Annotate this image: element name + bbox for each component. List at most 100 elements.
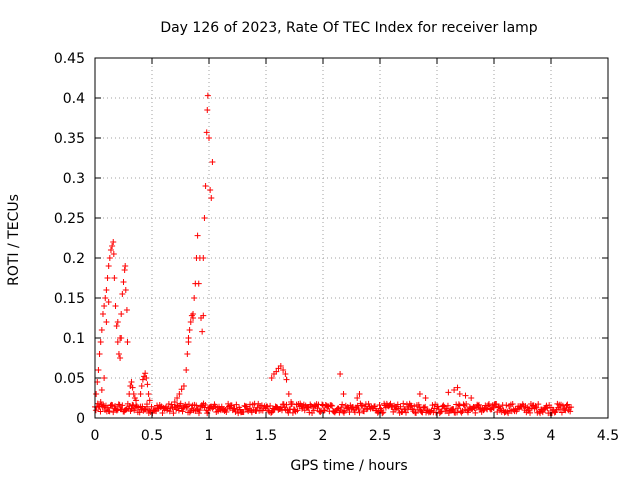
- data-point: [202, 401, 209, 408]
- data-point: [567, 408, 574, 415]
- data-point: [533, 404, 540, 411]
- chart-title: Day 126 of 2023, Rate Of TEC Index for r…: [160, 20, 537, 36]
- data-point: [289, 409, 296, 416]
- data-point: [397, 403, 404, 410]
- data-point: [561, 405, 568, 412]
- data-point: [117, 355, 124, 361]
- x-tick-label: 2: [319, 428, 328, 444]
- x-tick-label: 2.5: [369, 428, 391, 444]
- data-point: [231, 405, 238, 412]
- data-point: [475, 402, 482, 409]
- data-point: [328, 402, 335, 409]
- data-point: [166, 408, 173, 415]
- data-point: [459, 408, 466, 415]
- data-point: [268, 409, 275, 416]
- data-point: [98, 387, 105, 393]
- data-point: [143, 401, 150, 408]
- y-tick-label: 0.1: [63, 331, 85, 347]
- data-point: [340, 391, 347, 397]
- y-tick-label: 0.05: [54, 371, 85, 387]
- data-point: [354, 395, 361, 401]
- data-point: [146, 397, 153, 404]
- data-point: [537, 410, 544, 417]
- data-point: [437, 408, 444, 415]
- data-point: [110, 251, 117, 257]
- data-point: [451, 387, 458, 393]
- data-point: [178, 386, 185, 393]
- grid-lines: [95, 58, 608, 418]
- data-point: [310, 407, 317, 414]
- x-tick-label: 0: [91, 428, 100, 444]
- data-point: [282, 371, 289, 377]
- data-point: [113, 407, 120, 414]
- data-point: [527, 409, 534, 416]
- data-point: [98, 327, 105, 333]
- y-tick-label: 0.4: [63, 91, 85, 107]
- data-point: [119, 291, 126, 297]
- data-point: [94, 400, 101, 407]
- data-point: [101, 303, 108, 309]
- data-point: [416, 391, 423, 397]
- data-point: [187, 319, 194, 325]
- data-point: [355, 406, 362, 413]
- data-point: [503, 402, 510, 409]
- data-point: [418, 408, 425, 415]
- plot-frame: [94, 57, 609, 419]
- data-point: [204, 92, 211, 99]
- data-point: [128, 406, 135, 413]
- x-tick-label: 1: [205, 428, 214, 444]
- data-point: [168, 401, 175, 408]
- data-point: [95, 367, 102, 373]
- x-tick-label: 0.5: [141, 428, 163, 444]
- data-point: [468, 395, 475, 401]
- data-point: [97, 339, 104, 345]
- data-point: [103, 287, 110, 293]
- data-point: [376, 402, 383, 409]
- data-point: [159, 410, 166, 416]
- data-point: [190, 315, 197, 321]
- data-point: [339, 401, 346, 408]
- data-point: [139, 403, 146, 410]
- data-point: [118, 335, 125, 341]
- data-point: [321, 407, 328, 414]
- data-point: [195, 410, 202, 417]
- data-point: [416, 403, 423, 410]
- data-point: [277, 363, 284, 369]
- data-point: [93, 391, 100, 397]
- x-tick-label: 1.5: [255, 428, 277, 444]
- y-tick-label: 0.35: [54, 131, 85, 147]
- y-tick-label: 0.45: [54, 51, 85, 67]
- data-point: [458, 409, 465, 416]
- x-axis-label: GPS time / hours: [290, 458, 407, 474]
- data-point: [413, 409, 420, 416]
- data-point: [283, 376, 290, 383]
- data-point: [139, 376, 146, 383]
- data-point: [112, 403, 119, 410]
- x-tick-label: 4.5: [597, 428, 619, 444]
- data-point: [387, 400, 394, 407]
- data-point: [154, 405, 161, 412]
- data-point: [137, 391, 144, 397]
- data-point: [294, 407, 301, 414]
- data-point: [337, 371, 344, 377]
- data-point: [539, 409, 546, 416]
- data-point: [314, 405, 321, 412]
- data-point: [180, 383, 187, 389]
- data-point: [177, 400, 184, 407]
- data-point: [170, 410, 177, 417]
- data-point: [380, 409, 387, 416]
- data-point: [199, 328, 206, 335]
- data-point: [509, 400, 516, 407]
- data-point: [280, 367, 287, 373]
- data-point: [204, 107, 211, 113]
- data-point: [558, 409, 565, 416]
- data-point: [228, 402, 235, 409]
- data-point: [109, 243, 116, 249]
- x-tick-label: 3.5: [483, 428, 505, 444]
- y-tick-label: 0.25: [54, 211, 85, 227]
- data-point: [356, 409, 363, 416]
- data-point: [408, 402, 415, 409]
- data-point: [346, 409, 353, 416]
- data-point: [445, 389, 452, 396]
